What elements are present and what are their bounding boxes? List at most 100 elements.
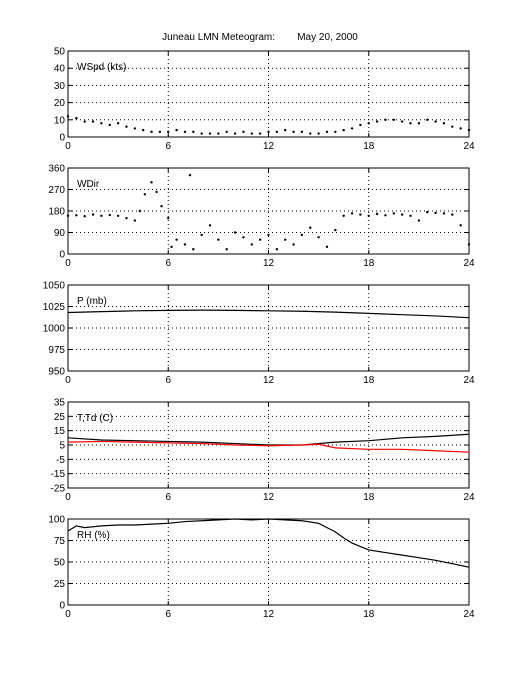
panel-label: RH (%) (77, 530, 110, 541)
data-point (100, 122, 103, 125)
x-tick-label: 6 (165, 375, 171, 386)
data-point (409, 122, 412, 125)
data-point (350, 212, 354, 215)
data-point (175, 128, 178, 132)
y-tick-label: 0 (59, 133, 65, 144)
series-line-2 (67, 440, 470, 453)
data-point (141, 128, 145, 132)
series-line-1 (67, 309, 470, 319)
x-tick-label: 24 (463, 375, 475, 386)
data-point (292, 130, 295, 134)
data-point (155, 190, 158, 194)
y-tick-label: -25 (51, 484, 66, 495)
data-point (317, 132, 320, 135)
data-point (267, 130, 270, 134)
data-point (183, 243, 187, 246)
data-point (83, 215, 86, 218)
x-tick-label: 12 (263, 141, 275, 152)
data-point (317, 236, 320, 239)
y-tick-label: 1000 (43, 324, 66, 335)
x-tick-label: 18 (363, 258, 375, 269)
data-point (150, 181, 153, 184)
data-point (426, 118, 429, 122)
x-tick-label: 12 (263, 258, 275, 269)
data-point (367, 122, 370, 125)
data-point (409, 214, 412, 217)
data-point (359, 213, 362, 216)
data-point (116, 122, 120, 125)
data-point (225, 130, 228, 134)
data-point (170, 245, 173, 249)
chart-panel-1: 0 6 12 18 24 0 10 20 30 40 50 WSpd (kts) (54, 47, 475, 153)
data-point (125, 216, 128, 220)
data-point (233, 132, 237, 135)
x-tick-label: 24 (463, 258, 475, 269)
x-tick-label: 18 (363, 609, 375, 620)
y-tick-label: 50 (54, 47, 66, 58)
data-point (217, 132, 220, 135)
data-point (208, 132, 212, 135)
data-point (258, 132, 262, 135)
data-point (75, 214, 78, 217)
x-tick-label: 0 (65, 258, 71, 269)
y-tick-label: 10 (54, 115, 66, 126)
panel-label: WSpd (kts) (77, 62, 126, 73)
x-tick-label: 0 (65, 492, 71, 503)
x-tick-label: 18 (363, 375, 375, 386)
data-point (91, 213, 95, 216)
data-point (108, 213, 111, 217)
data-point (334, 228, 337, 232)
data-point (300, 130, 304, 134)
chart-panel-3: 0 6 12 18 24 950 975 1000 1025 1050 P (mb) (43, 281, 475, 387)
data-point (125, 125, 128, 128)
chart-panel-5: 0 6 12 18 24 0 25 50 75 100 RH (%) (48, 515, 475, 621)
data-point (167, 216, 170, 220)
data-point (138, 209, 142, 213)
x-tick-label: 24 (463, 609, 475, 620)
data-point (267, 233, 270, 237)
y-tick-label: 35 (54, 398, 66, 409)
data-point (192, 130, 195, 134)
data-point (367, 214, 370, 217)
x-tick-label: 24 (463, 141, 475, 152)
y-tick-label: 0 (59, 250, 65, 261)
data-point (183, 130, 187, 134)
data-point (175, 238, 178, 241)
data-point (91, 120, 95, 123)
panel-label: T,Td (C) (77, 413, 113, 424)
y-tick-label: 90 (54, 228, 66, 239)
y-tick-label: 30 (54, 81, 66, 92)
data-point (434, 211, 437, 215)
figure-title: Juneau LMN Meteogram: May 20, 2000 (162, 32, 358, 43)
data-point (208, 224, 212, 227)
x-tick-label: 0 (65, 375, 71, 386)
data-point (417, 219, 421, 222)
data-point (442, 212, 446, 215)
data-point (150, 130, 153, 134)
data-point (451, 125, 454, 128)
data-point (158, 130, 162, 134)
chart-panel-2: 0 6 12 18 24 0 90 180 270 360 WDir (48, 164, 475, 270)
x-tick-label: 24 (463, 492, 475, 503)
data-point (242, 130, 245, 134)
data-point (133, 127, 137, 130)
data-point (275, 248, 279, 251)
x-tick-label: 6 (165, 141, 171, 152)
data-point (359, 123, 362, 127)
data-point (167, 130, 170, 134)
x-tick-label: 6 (165, 492, 171, 503)
y-tick-label: 975 (48, 345, 65, 356)
data-point (250, 243, 253, 246)
data-point (309, 132, 312, 135)
data-point (133, 219, 137, 222)
data-point (292, 243, 295, 246)
y-tick-label: 5 (59, 441, 65, 452)
y-tick-label: 270 (48, 185, 65, 196)
data-point (233, 231, 237, 234)
data-point (217, 238, 220, 241)
series-line-1 (67, 433, 470, 446)
y-tick-label: -15 (51, 469, 66, 480)
data-point (417, 122, 421, 125)
y-tick-label: 950 (48, 367, 65, 378)
